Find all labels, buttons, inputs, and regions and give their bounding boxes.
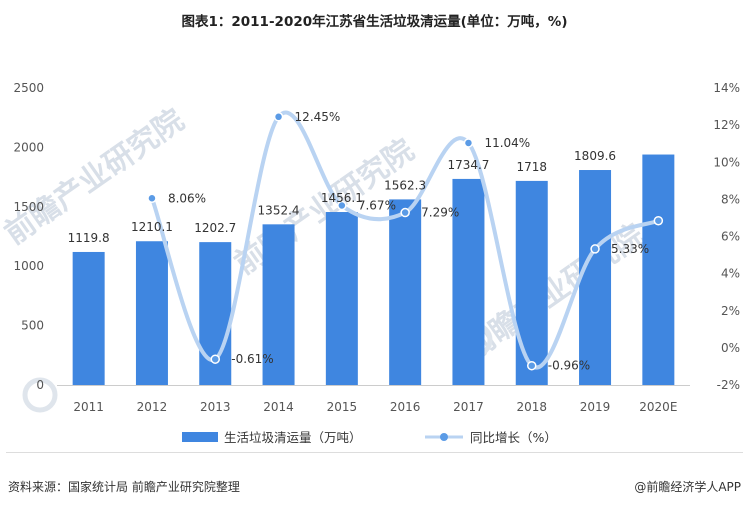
bar bbox=[642, 154, 675, 385]
line-point bbox=[590, 244, 600, 254]
legend: 生活垃圾清运量（万吨） 同比增长（%） bbox=[182, 430, 557, 445]
x-tick-label: 2015 bbox=[327, 400, 358, 414]
bar bbox=[325, 212, 358, 385]
y-right-tick-label: 8% bbox=[721, 192, 740, 206]
x-tick-label: 2013 bbox=[200, 400, 231, 414]
bar bbox=[389, 199, 422, 385]
data-labels: 1119.8 1210.1 1202.7 1352.4 1456.1 1562.3 1734… bbox=[68, 110, 650, 373]
y-left-tick-label: 0 bbox=[36, 378, 44, 392]
bar-value-label: 1718 bbox=[516, 160, 547, 174]
x-tick-label: 2019 bbox=[580, 400, 611, 414]
legend-line-marker bbox=[440, 433, 448, 441]
line-value-label: 5.33% bbox=[611, 242, 649, 256]
line-value-label: 11.04% bbox=[484, 136, 530, 150]
line-point bbox=[210, 354, 220, 364]
bar bbox=[135, 241, 168, 385]
x-tick-label: 2017 bbox=[453, 400, 484, 414]
bar bbox=[579, 170, 612, 385]
bar-value-label: 1456.1 bbox=[321, 191, 363, 205]
y-left-tick-label: 1500 bbox=[13, 200, 44, 214]
x-tick-label: 2012 bbox=[137, 400, 168, 414]
y-right-tick-label: 14% bbox=[713, 81, 740, 95]
bar-value-label: 1562.3 bbox=[384, 178, 426, 192]
y-right-tick-label: 2% bbox=[721, 304, 740, 318]
axes: 0 500 1000 1500 2000 2500 -2% 0% 2% 4% 6% 8% 10% 12% 1… bbox=[13, 81, 740, 414]
y-left-tick-label: 500 bbox=[21, 319, 44, 333]
y-right-tick-label: 6% bbox=[721, 230, 740, 244]
line-value-label: 12.45% bbox=[295, 110, 341, 124]
y-right-tick-label: 0% bbox=[721, 341, 740, 355]
bar-value-label: 1202.7 bbox=[194, 221, 236, 235]
x-tick-label: 2016 bbox=[390, 400, 421, 414]
chart-title: 图表1：2011-2020年江苏省生活垃圾清运量(单位：万吨，%) bbox=[181, 14, 568, 30]
x-tick-label: 2018 bbox=[516, 400, 547, 414]
x-tick-label: 2014 bbox=[263, 400, 294, 414]
line-point bbox=[527, 360, 537, 371]
line-series bbox=[147, 110, 664, 371]
bar-value-label: 1809.6 bbox=[574, 149, 616, 163]
line-point bbox=[463, 138, 474, 148]
line-point bbox=[337, 200, 347, 211]
y-left-tick-label: 2500 bbox=[13, 81, 44, 95]
bar bbox=[515, 180, 548, 385]
bar-value-label: 1352.4 bbox=[258, 203, 300, 217]
legend-bar-swatch bbox=[182, 432, 218, 442]
bar bbox=[72, 251, 105, 385]
x-tick-label: 2020E bbox=[639, 400, 677, 414]
legend-line-label: 同比增长（%） bbox=[470, 430, 557, 445]
line-value-label: -0.96% bbox=[548, 359, 590, 373]
line-value-label: 7.67% bbox=[358, 199, 396, 213]
line-value-label: 8.06% bbox=[168, 191, 206, 205]
line-value-label: 7.29% bbox=[421, 206, 459, 220]
line-point bbox=[147, 193, 157, 204]
source-note: 资料来源：国家统计局 前瞻产业研究院整理 bbox=[8, 480, 240, 494]
bar-value-label: 1734.7 bbox=[447, 158, 489, 172]
bar-value-label: 1119.8 bbox=[68, 231, 110, 245]
line-value-label: -0.61% bbox=[231, 352, 273, 366]
watermark-logo bbox=[22, 377, 58, 413]
y-right-tick-label: 12% bbox=[713, 118, 740, 132]
y-right-tick-label: 4% bbox=[721, 267, 740, 281]
y-right-tick-label: -2% bbox=[717, 378, 740, 392]
brand-credit: @前瞻经济学人APP bbox=[634, 480, 741, 494]
bar-series bbox=[72, 154, 675, 385]
y-right-tick-label: 10% bbox=[713, 155, 740, 169]
y-left-tick-label: 2000 bbox=[13, 140, 44, 154]
line-point bbox=[400, 207, 410, 218]
footer-divider bbox=[6, 452, 743, 453]
y-left-tick-label: 1000 bbox=[13, 259, 44, 273]
bar bbox=[452, 178, 485, 385]
line-point bbox=[273, 112, 284, 122]
x-tick-label: 2011 bbox=[73, 400, 104, 414]
legend-bar-label: 生活垃圾清运量（万吨） bbox=[224, 430, 362, 445]
line-point bbox=[653, 215, 664, 226]
bar-value-label: 1210.1 bbox=[131, 220, 173, 234]
bar bbox=[262, 224, 295, 385]
